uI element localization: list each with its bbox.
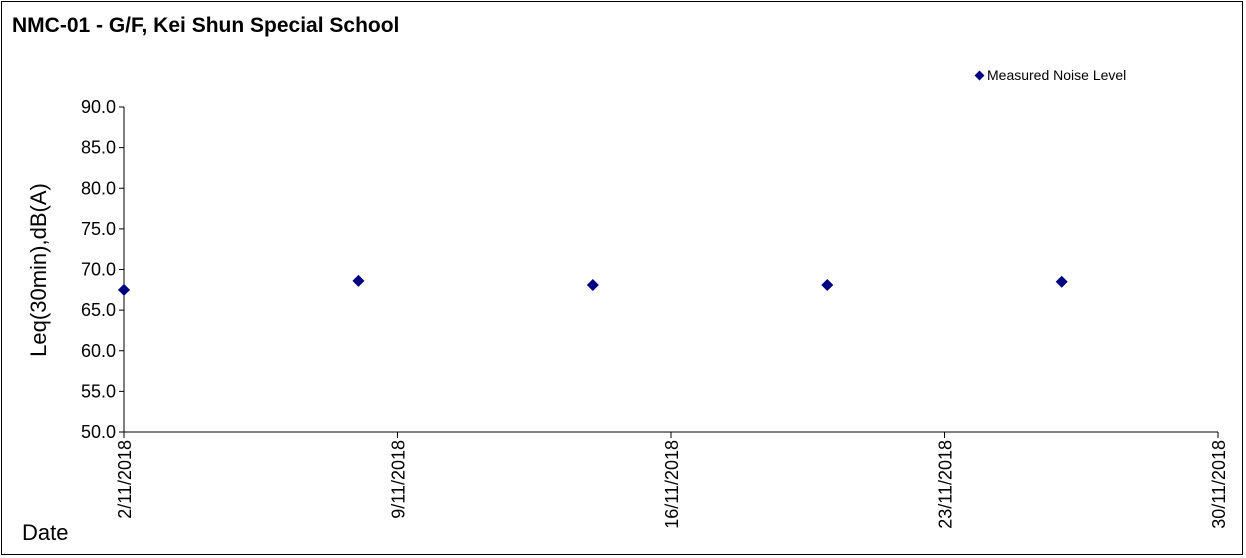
x-tick-label: 23/11/2018 [936, 440, 956, 529]
y-tick-label: 75.0 [81, 219, 116, 239]
y-tick-label: 90.0 [81, 97, 116, 117]
chart-title: NMC-01 - G/F, Kei Shun Special School [12, 14, 399, 37]
y-tick-label: 85.0 [81, 138, 116, 158]
data-point [821, 278, 834, 291]
data-point [118, 283, 130, 296]
y-tick-label: 80.0 [81, 178, 116, 198]
legend: Measured Noise Level [974, 67, 1126, 83]
axes [123, 107, 1218, 433]
legend-marker-icon [974, 70, 985, 81]
data-point [1055, 275, 1068, 288]
x-tick-label: 2/11/2018 [115, 440, 135, 519]
x-tick-label: 16/11/2018 [662, 440, 682, 529]
y-tick-label: 60.0 [81, 341, 116, 361]
data-points [118, 274, 1068, 296]
legend-label: Measured Noise Level [987, 67, 1126, 83]
y-axis-ticks: 50.0 55.0 60.0 65.0 70.0 75.0 80.0 85.0 90.0 [81, 97, 124, 442]
y-tick-label: 50.0 [81, 422, 116, 442]
x-axis-ticks: 2/11/2018 9/11/2018 16/11/2018 23/11/2018 30… [115, 432, 1229, 529]
y-tick-label: 55.0 [81, 381, 116, 401]
data-point [352, 274, 365, 287]
x-axis-title: Date [22, 520, 68, 545]
x-tick-label: 30/11/2018 [1209, 440, 1229, 529]
y-axis-title: Leq(30min),dB(A) [26, 183, 51, 357]
y-tick-label: 70.0 [81, 260, 116, 280]
y-tick-label: 65.0 [81, 300, 116, 320]
x-tick-label: 9/11/2018 [389, 440, 409, 519]
data-point [586, 278, 599, 291]
